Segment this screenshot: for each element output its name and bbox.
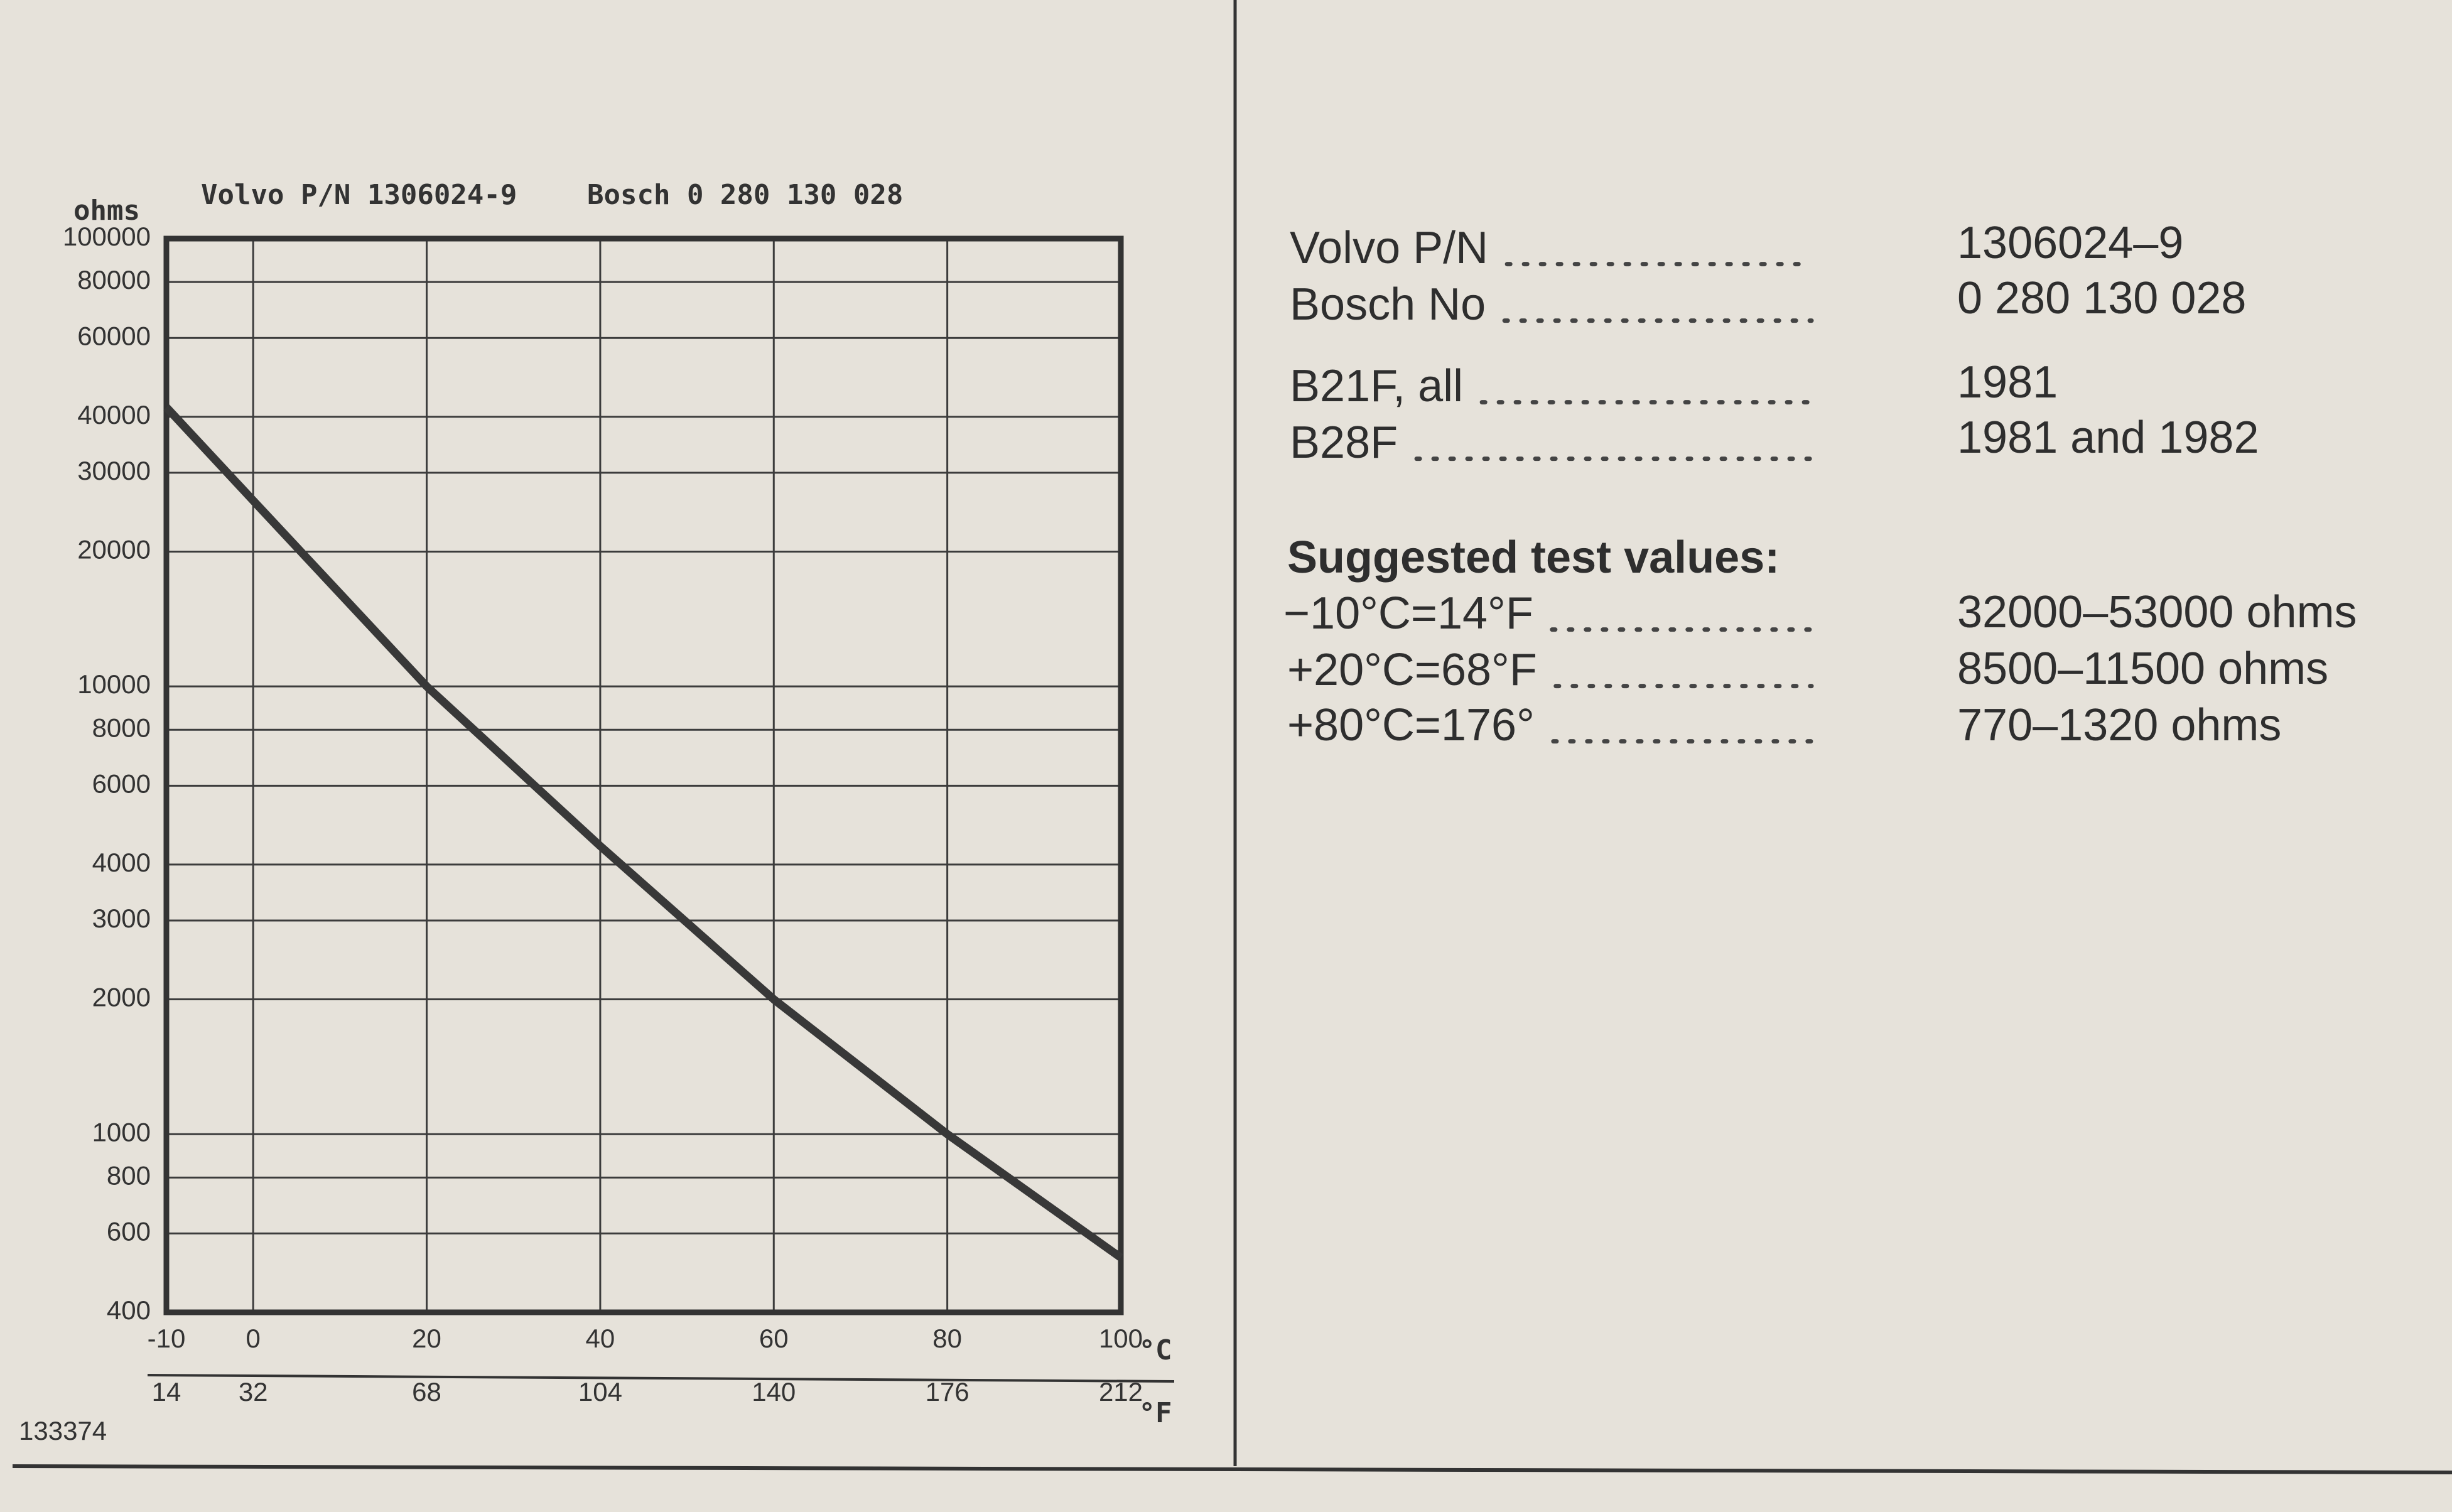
test-label: +80°C=176°: [1287, 700, 1535, 750]
test-heading: Suggested test values:: [1287, 532, 1780, 583]
x-tick-label: -10: [148, 1324, 186, 1353]
x-tick-label: 20: [412, 1324, 441, 1353]
spec-label: B21F, all: [1290, 361, 1463, 411]
unit-rule: [147, 1374, 1175, 1383]
test-label: −10°C=14°F: [1283, 588, 1533, 639]
test-value: 770–1320 ohms: [1957, 700, 2281, 750]
y-tick-label: 8000: [92, 713, 151, 742]
x-tick-label: 0: [246, 1324, 261, 1353]
x-tick-label: 80: [932, 1324, 962, 1353]
y-tick-label: 3000: [92, 904, 151, 933]
x-tick-label: 40: [586, 1324, 615, 1353]
x-tick-label: 60: [759, 1324, 789, 1353]
y-tick-label: 10000: [77, 669, 151, 699]
x-tick-label: 100: [1099, 1324, 1143, 1353]
x2-tick-label: 176: [926, 1377, 969, 1407]
bosch-label: Bosch 0 280 130 028: [587, 179, 903, 211]
test-label: +20°C=68°F: [1287, 645, 1537, 695]
x2-tick-label: 14: [152, 1377, 181, 1407]
x2-tick-label: 68: [412, 1377, 441, 1407]
y-tick-label: 6000: [92, 769, 151, 798]
spec-label: B28F: [1290, 418, 1398, 468]
spec-label: Volvo P/N: [1290, 223, 1488, 273]
x2-tick-label: 140: [752, 1377, 796, 1407]
y-axis-label: ohms: [73, 195, 140, 227]
x2-unit: °F: [1139, 1397, 1172, 1429]
y-tick-label: 400: [107, 1295, 151, 1325]
test-value: 8500–11500 ohms: [1957, 644, 2328, 694]
test-value: 32000–53000 ohms: [1957, 587, 2357, 637]
bottom-rule: [12, 1464, 2452, 1474]
spec-value: 0 280 130 028: [1957, 273, 2246, 323]
x2-tick-label: 104: [578, 1377, 622, 1407]
y-tick-label: 4000: [92, 848, 151, 877]
figure-number: 133374: [19, 1416, 107, 1445]
y-tick-label: 600: [107, 1217, 151, 1246]
x-unit: °C: [1139, 1334, 1172, 1366]
plot-frame: [163, 235, 1124, 1315]
y-tick-label: 40000: [77, 400, 151, 429]
y-tick-label: 100000: [63, 222, 151, 251]
resistance-curve: [163, 404, 1123, 1261]
y-tick-label: 60000: [77, 321, 151, 350]
x2-tick-label: 32: [239, 1377, 268, 1407]
spec-value: 1981: [1957, 357, 2058, 408]
spec-label: Bosch No: [1290, 279, 1486, 330]
y-tick-label: 20000: [77, 535, 151, 564]
y-tick-label: 30000: [77, 456, 151, 485]
y-tick-label: 80000: [77, 265, 151, 294]
spec-value: 1981 and 1982: [1957, 413, 2259, 463]
part-label: Volvo P/N 1306024-9: [201, 179, 517, 211]
y-tick-label: 2000: [92, 983, 151, 1012]
spec-value: 1306024–9: [1957, 218, 2183, 268]
y-tick-label: 800: [107, 1160, 151, 1190]
y-tick-label: 1000: [92, 1117, 151, 1147]
